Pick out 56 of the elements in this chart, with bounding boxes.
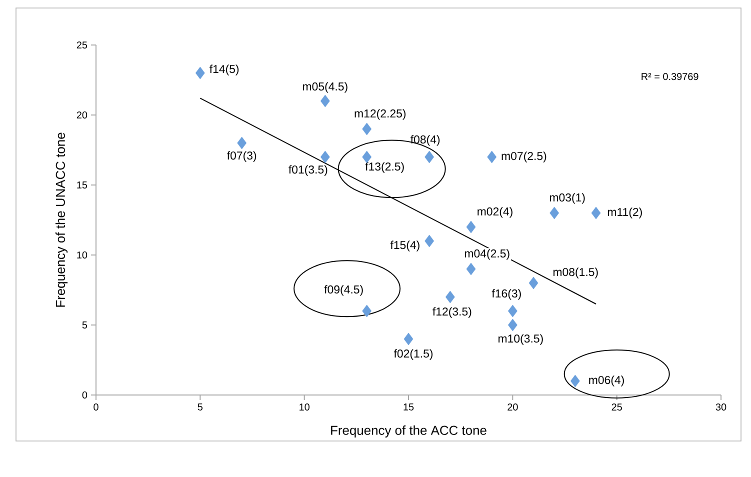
- x-axis-title: Frequency of the ACC tone: [331, 425, 486, 438]
- annotation: f15(4): [390, 240, 420, 252]
- point: [404, 332, 414, 346]
- point: [508, 318, 518, 332]
- annotation: m10(3.5): [498, 334, 543, 345]
- point: [508, 304, 518, 318]
- annotation: f01(3.5): [288, 165, 328, 176]
- annotation: m04(2.5): [464, 249, 510, 260]
- annotation: f12(3.5): [432, 307, 472, 318]
- annotation: f08(4): [410, 135, 440, 146]
- annotation: m07(2.5): [502, 152, 546, 162]
- point: [487, 150, 497, 164]
- annotation: m03(1): [550, 193, 585, 204]
- x-tick-label: 30: [716, 404, 726, 411]
- y-tick-label: 15: [77, 182, 88, 188]
- point: [445, 290, 455, 304]
- x-tick-label: 10: [300, 404, 310, 411]
- annotation: f16(3): [492, 289, 521, 300]
- point: [362, 122, 372, 136]
- y-axis-title: Frequency of the UNACC tone: [55, 132, 68, 307]
- point: [362, 150, 372, 164]
- x-tick-label: 15: [404, 404, 414, 410]
- point: [320, 150, 330, 164]
- point: [550, 206, 560, 220]
- point: [424, 234, 434, 248]
- annotation: f14(5): [210, 64, 239, 76]
- point: [362, 304, 372, 318]
- point: [424, 150, 434, 164]
- point: [591, 206, 601, 220]
- x-tick-label: 0: [94, 404, 98, 411]
- point: [237, 136, 247, 150]
- annotation: f07(3): [227, 151, 256, 162]
- point: [466, 262, 476, 276]
- annotation: R² = 0.39769: [642, 73, 698, 80]
- annotation: f02(1.5): [394, 349, 433, 360]
- annotation: m05(4.5): [303, 82, 348, 93]
- point: [528, 276, 538, 290]
- annotation: m08(1.5): [553, 268, 598, 278]
- y-tick-label: 25: [76, 41, 88, 49]
- x-tick-label: 20: [508, 404, 518, 411]
- point: [570, 374, 580, 388]
- y-tick-label: 20: [76, 111, 88, 119]
- y-tick-label: 5: [82, 322, 88, 328]
- point: [195, 66, 205, 80]
- x-tick-label: 5: [198, 404, 203, 410]
- annotation: m12(2.25): [354, 109, 406, 120]
- annotation: m02(4): [478, 207, 512, 218]
- point: [466, 220, 476, 234]
- annotation: m06(4): [589, 376, 624, 386]
- y-tick-label: 10: [77, 251, 88, 259]
- annotation: f13(2.5): [365, 162, 404, 173]
- annotation: f09(4.5): [324, 285, 363, 296]
- annotation: m11(2): [608, 208, 642, 218]
- y-tick-label: 0: [82, 391, 88, 399]
- x-tick-label: 25: [612, 404, 622, 411]
- point: [320, 94, 330, 108]
